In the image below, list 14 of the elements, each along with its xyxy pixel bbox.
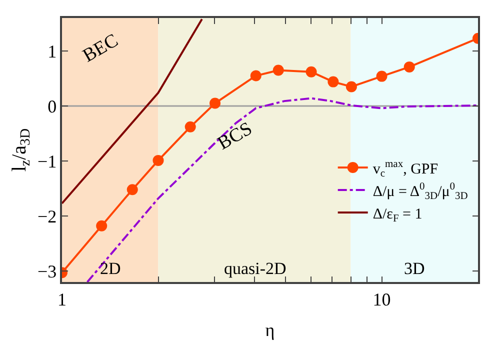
y-tick-label: −3 [37,261,57,282]
annotation: BCS [214,118,256,154]
y-tick-label: −2 [37,206,57,226]
legend-label: Δ/ε$_{F}$ = 1 [372,206,422,224]
legend-label: v$_{c}$$^{max}$, GPF [372,159,438,180]
y-tick-label: 1 [48,41,57,62]
annotation: BEC [79,30,122,67]
x-tick-label: 10 [372,289,391,310]
band-label: quasi-2D [224,259,286,278]
x-axis-title: η [265,320,275,340]
band-label: 3D [404,259,425,278]
y-tick-label: −1 [37,151,57,172]
y-tick-label: 0 [48,96,57,116]
band-label: 2D [100,259,121,278]
